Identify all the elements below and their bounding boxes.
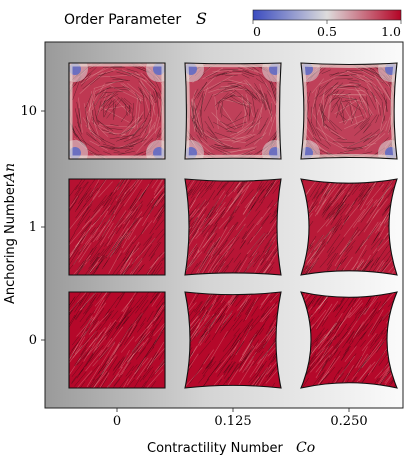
chart-title-symbol: S	[196, 9, 207, 28]
colorbar-tick-label: 1.0	[381, 24, 401, 39]
cell-An10-Co0.125	[184, 62, 282, 160]
cell-fill	[185, 63, 281, 159]
x-tick-label: 0	[113, 414, 121, 429]
cell-An10-Co0.25	[300, 62, 398, 160]
x-axis-label: Contractility Number	[147, 441, 284, 456]
cell-border	[184, 178, 282, 276]
cell-border	[68, 291, 166, 389]
y-tick-label: 0	[29, 333, 37, 348]
cell-An0-Co0.25	[300, 291, 398, 389]
cell-An10-Co0	[68, 62, 166, 160]
cell-border	[300, 62, 398, 160]
cell-border	[184, 291, 282, 389]
plot-cells	[68, 62, 398, 389]
cell-border	[300, 291, 398, 389]
colorbar-ticks: 0 0.5 1.0	[252, 20, 402, 39]
y-axis-label: Anchoring Number	[3, 181, 18, 304]
x-tick-label: 0.125	[214, 414, 251, 429]
colorbar-tick-label: 0	[253, 24, 261, 39]
cell-fill	[69, 63, 165, 159]
y-axis-symbol: An	[2, 163, 18, 184]
chart-title: Order Parameter	[64, 12, 181, 28]
cell-border	[68, 178, 166, 276]
y-tick-label: 1	[29, 220, 37, 235]
colorbar-tick-label: 0.5	[317, 24, 337, 39]
y-tick-label: 10	[20, 104, 37, 119]
cell-An1-Co0.125	[184, 178, 282, 276]
cell-fill	[301, 179, 397, 275]
cell-An1-Co0	[68, 178, 166, 276]
cell-border	[184, 62, 282, 160]
cell-border	[300, 178, 398, 276]
cell-border	[68, 62, 166, 160]
cell-fill	[69, 292, 165, 388]
colorbar	[252, 9, 402, 21]
cell-An0-Co0.125	[184, 291, 282, 389]
x-tick-label: 0.250	[330, 414, 367, 429]
cell-An0-Co0	[68, 291, 166, 389]
x-axis-symbol: Co	[296, 440, 315, 456]
